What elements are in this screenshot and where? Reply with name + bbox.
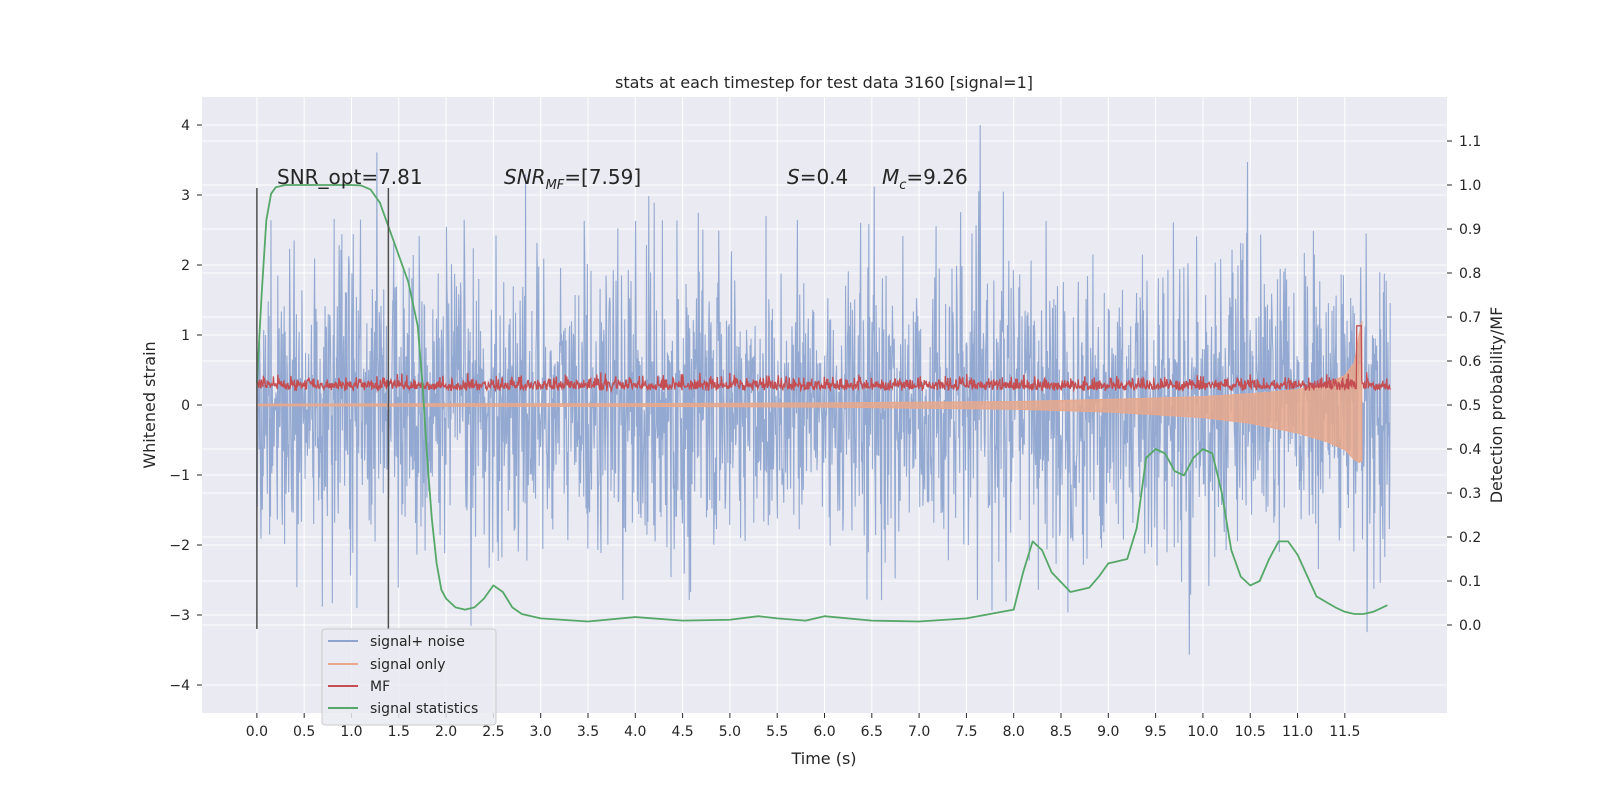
y2-tick-label: 0.6 bbox=[1459, 354, 1481, 370]
mc-subscript: c bbox=[899, 178, 906, 193]
x-tick-label: 9.0 bbox=[1097, 724, 1119, 740]
x-tick-label: 5.0 bbox=[719, 724, 741, 740]
y-tick-label: 4 bbox=[181, 118, 190, 134]
series-mf bbox=[256, 325, 1391, 394]
x-tick-label: 9.5 bbox=[1144, 724, 1166, 740]
series-signal-statistics bbox=[255, 184, 1388, 623]
signal-statistics-line bbox=[255, 184, 1388, 623]
y-tick-label: −2 bbox=[169, 538, 190, 554]
x-tick-label: 10.0 bbox=[1187, 724, 1218, 740]
y-tick-label: 2 bbox=[181, 258, 190, 274]
legend-label-signal-only: signal only bbox=[370, 657, 445, 673]
y2-tick-label: 0.5 bbox=[1459, 398, 1481, 414]
signal-only-area bbox=[256, 320, 1363, 463]
y-axis-ticks: −4 −3 −2 −1 0 1 2 3 4 bbox=[169, 118, 202, 694]
y-tick-label: 0 bbox=[181, 398, 190, 414]
x-tick-label: 10.5 bbox=[1235, 724, 1266, 740]
y2-tick-label: 0.1 bbox=[1459, 574, 1481, 590]
x-tick-label: 1.5 bbox=[388, 724, 410, 740]
y-tick-label: −1 bbox=[169, 468, 190, 484]
x-tick-label: 2.0 bbox=[435, 724, 457, 740]
x-tick-label: 5.5 bbox=[766, 724, 788, 740]
y2-tick-label: 0.8 bbox=[1459, 266, 1481, 282]
x-tick-label: 6.0 bbox=[813, 724, 835, 740]
x-tick-label: 0.5 bbox=[293, 724, 315, 740]
y-tick-label: −3 bbox=[169, 608, 190, 624]
x-tick-label: 7.0 bbox=[908, 724, 930, 740]
x-tick-label: 7.5 bbox=[955, 724, 977, 740]
x-axis-label: Time (s) bbox=[790, 749, 856, 768]
x-tick-label: 3.5 bbox=[577, 724, 599, 740]
x-tick-label: 3.0 bbox=[530, 724, 552, 740]
y-tick-label: 1 bbox=[181, 328, 190, 344]
x-axis-ticks: 0.0 0.5 1.0 1.5 2.0 2.5 3.0 3.5 4.0 4.5 5.0 5.5 6.0 6… bbox=[246, 713, 1360, 740]
legend-box bbox=[321, 628, 497, 726]
annotation-snr-mf: SNRMF=[7.59] bbox=[504, 165, 641, 193]
y-axis-label: Whitened strain bbox=[140, 341, 159, 468]
snr-mf-value: =[7.59] bbox=[564, 165, 641, 189]
y2-tick-label: 1.1 bbox=[1459, 134, 1481, 150]
annotation-snr-opt: SNR_opt=7.81 bbox=[277, 165, 423, 189]
legend-label-signal-noise: signal+ noise bbox=[370, 634, 465, 650]
x-tick-label: 4.5 bbox=[671, 724, 693, 740]
x-tick-label: 8.5 bbox=[1050, 724, 1072, 740]
y2-tick-label: 1.0 bbox=[1459, 178, 1481, 194]
x-tick-label: 0.0 bbox=[246, 724, 268, 740]
x-tick-label: 4.0 bbox=[624, 724, 646, 740]
y2-axis-label: Detection probability/MF bbox=[1487, 307, 1506, 504]
x-tick-label: 1.0 bbox=[340, 724, 362, 740]
y2-tick-label: 0.4 bbox=[1459, 442, 1481, 458]
x-tick-label: 8.0 bbox=[1003, 724, 1025, 740]
series-signal-only bbox=[256, 320, 1363, 463]
snr-mf-subscript: MF bbox=[546, 178, 565, 193]
y-tick-label: 3 bbox=[181, 188, 190, 204]
y2-tick-label: 0.2 bbox=[1459, 530, 1481, 546]
y2-tick-label: 0.9 bbox=[1459, 222, 1481, 238]
annotation-s: S=0.4 bbox=[787, 165, 848, 189]
chart-title: stats at each timestep for test data 316… bbox=[615, 73, 1033, 92]
s-value: =0.4 bbox=[800, 165, 849, 189]
x-tick-label: 6.5 bbox=[861, 724, 883, 740]
legend-label-signal-statistics: signal statistics bbox=[370, 701, 478, 717]
legend-label-mf: MF bbox=[370, 679, 390, 695]
x-tick-label: 11.5 bbox=[1329, 724, 1360, 740]
y2-tick-label: 0.7 bbox=[1459, 310, 1481, 326]
s-symbol: S bbox=[787, 165, 800, 189]
x-tick-label: 2.5 bbox=[482, 724, 504, 740]
mc-value: =9.26 bbox=[906, 165, 967, 189]
y2-tick-label: 0.3 bbox=[1459, 486, 1481, 502]
y2-tick-label: 0.0 bbox=[1459, 618, 1481, 634]
mf-line bbox=[256, 325, 1391, 394]
annotation-mc: Mc=9.26 bbox=[882, 165, 968, 193]
y2-axis-ticks: 0.0 0.1 0.2 0.3 0.4 0.5 0.6 0.7 0.8 0.9 1.0 1.1 bbox=[1447, 134, 1481, 634]
vertical-markers bbox=[256, 188, 390, 629]
mc-symbol: M bbox=[882, 165, 899, 189]
legend: signal+ noise signal only MF signal stat… bbox=[321, 628, 497, 726]
snr-mf-symbol: SNR bbox=[504, 165, 546, 189]
y-tick-label: −4 bbox=[169, 678, 190, 694]
x-tick-label: 11.0 bbox=[1282, 724, 1313, 740]
